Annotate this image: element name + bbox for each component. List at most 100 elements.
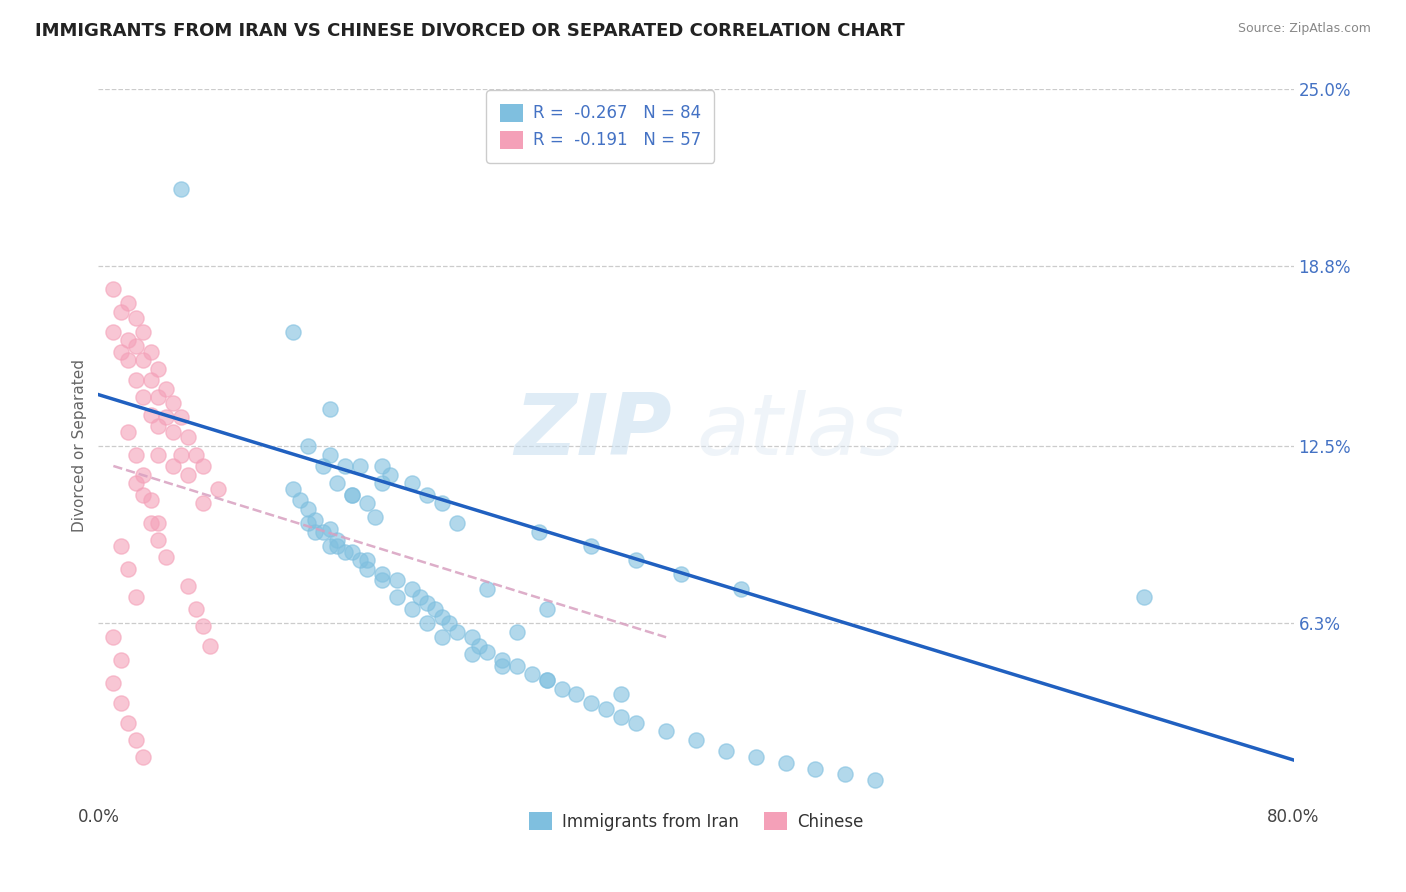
Point <box>304 524 326 539</box>
Point <box>626 715 648 730</box>
Point <box>304 513 326 527</box>
Point <box>446 624 468 639</box>
Point <box>117 296 139 310</box>
Text: atlas: atlas <box>696 390 904 474</box>
Point <box>536 673 558 687</box>
Point <box>371 458 394 473</box>
Point <box>669 567 692 582</box>
Point <box>430 610 453 624</box>
Point <box>139 408 162 422</box>
Point <box>110 696 132 710</box>
Point <box>536 601 558 615</box>
Point <box>148 362 170 376</box>
Point <box>169 448 191 462</box>
Point <box>416 487 439 501</box>
Point <box>685 733 707 747</box>
Point <box>730 582 752 596</box>
Point <box>349 458 371 473</box>
Point <box>714 744 737 758</box>
Point <box>132 325 155 339</box>
Point <box>177 467 200 482</box>
Point <box>468 639 491 653</box>
Point <box>775 756 797 770</box>
Point <box>281 482 304 496</box>
Point <box>125 733 148 747</box>
Point <box>356 496 378 510</box>
Point <box>103 676 125 690</box>
Point <box>475 644 498 658</box>
Point <box>378 467 401 482</box>
Legend: Immigrants from Iran, Chinese: Immigrants from Iran, Chinese <box>522 805 870 838</box>
Point <box>326 539 349 553</box>
Point <box>110 344 132 359</box>
Point <box>439 615 461 630</box>
Point <box>132 750 155 764</box>
Point <box>177 579 200 593</box>
Point <box>865 772 887 787</box>
Point <box>356 553 378 567</box>
Point <box>491 653 513 667</box>
Point <box>155 410 177 425</box>
Point <box>311 524 333 539</box>
Point <box>162 458 184 473</box>
Point <box>319 522 342 536</box>
Point <box>148 448 170 462</box>
Y-axis label: Divorced or Separated: Divorced or Separated <box>72 359 87 533</box>
Point <box>155 382 177 396</box>
Point <box>550 681 572 696</box>
Point <box>342 487 364 501</box>
Point <box>139 373 162 387</box>
Point <box>162 425 184 439</box>
Point <box>610 710 633 724</box>
Point <box>184 601 207 615</box>
Point <box>319 401 342 416</box>
Point <box>207 482 229 496</box>
Point <box>319 448 342 462</box>
Point <box>200 639 222 653</box>
Point <box>371 476 394 491</box>
Point <box>103 325 125 339</box>
Point <box>117 425 139 439</box>
Point <box>110 539 132 553</box>
Point <box>125 373 148 387</box>
Point <box>610 687 633 701</box>
Point <box>125 448 148 462</box>
Point <box>132 391 155 405</box>
Point <box>655 724 678 739</box>
Point <box>169 182 191 196</box>
Point <box>117 715 139 730</box>
Text: IMMIGRANTS FROM IRAN VS CHINESE DIVORCED OR SEPARATED CORRELATION CHART: IMMIGRANTS FROM IRAN VS CHINESE DIVORCED… <box>35 22 905 40</box>
Point <box>804 762 827 776</box>
Point <box>834 767 856 781</box>
Point <box>326 533 349 548</box>
Point <box>148 391 170 405</box>
Point <box>125 310 148 325</box>
Point <box>461 630 484 644</box>
Point <box>191 619 214 633</box>
Point <box>491 658 513 673</box>
Point <box>148 419 170 434</box>
Point <box>132 487 155 501</box>
Point <box>423 601 446 615</box>
Point <box>117 353 139 368</box>
Point <box>626 553 648 567</box>
Point <box>565 687 588 701</box>
Point <box>177 430 200 444</box>
Point <box>191 496 214 510</box>
Point <box>103 282 125 296</box>
Point <box>506 658 529 673</box>
Text: Source: ZipAtlas.com: Source: ZipAtlas.com <box>1237 22 1371 36</box>
Point <box>110 305 132 319</box>
Point <box>342 487 364 501</box>
Point <box>110 653 132 667</box>
Point <box>581 696 603 710</box>
Point <box>475 582 498 596</box>
Point <box>1133 591 1156 605</box>
Point <box>446 516 468 530</box>
Point <box>297 501 319 516</box>
Point <box>520 667 543 681</box>
Point <box>416 615 439 630</box>
Point <box>184 448 207 462</box>
Text: ZIP: ZIP <box>515 390 672 474</box>
Point <box>408 591 430 605</box>
